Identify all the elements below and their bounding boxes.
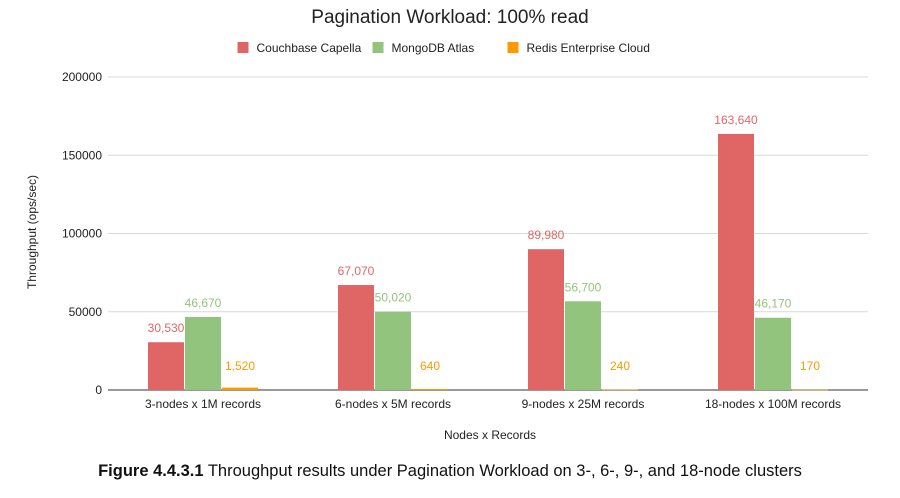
bar xyxy=(338,285,374,390)
bar xyxy=(412,388,448,390)
legend-swatch xyxy=(372,42,384,53)
y-tick-label: 50000 xyxy=(69,305,103,319)
legend-label: Couchbase Capella xyxy=(257,41,362,55)
bar xyxy=(755,317,791,390)
bar-data-label: 640 xyxy=(420,359,440,373)
bar-data-label: 1,520 xyxy=(225,359,255,373)
bar xyxy=(602,389,638,391)
bar-data-label: 50,020 xyxy=(375,291,412,305)
y-tick-label: 100000 xyxy=(62,227,102,241)
x-tick-label: 18-nodes x 100M records xyxy=(705,397,841,411)
bar-chart: Pagination Workload: 100% read Couchbase… xyxy=(25,7,868,442)
legend-swatch xyxy=(507,42,519,53)
bar-data-label: 46,670 xyxy=(185,296,222,310)
bar-data-label: 163,640 xyxy=(714,113,758,127)
bar xyxy=(792,389,828,391)
caption-label: Figure 4.4.3.1 xyxy=(98,462,204,480)
bar-data-label: 170 xyxy=(800,359,820,373)
bar xyxy=(565,301,601,390)
caption-text: Throughput results under Pagination Work… xyxy=(203,462,802,480)
bar xyxy=(528,249,564,390)
bar xyxy=(222,387,258,390)
y-axis-ticks: 0 50000 100000 150000 200000 xyxy=(62,70,102,397)
bar-data-label: 240 xyxy=(610,359,630,373)
bar xyxy=(185,316,221,390)
legend: Couchbase Capella MongoDB Atlas Redis Ente… xyxy=(237,41,650,55)
bar-data-label: 46,170 xyxy=(755,297,792,311)
bar xyxy=(718,133,754,391)
bars xyxy=(148,133,828,391)
y-tick-label: 200000 xyxy=(62,70,102,84)
bar-data-label: 30,530 xyxy=(148,321,185,335)
y-tick-label: 150000 xyxy=(62,148,102,162)
bar-data-label: 56,700 xyxy=(565,280,602,294)
x-tick-label: 9-nodes x 25M records xyxy=(522,397,645,411)
x-tick-label: 6-nodes x 5M records xyxy=(335,397,451,411)
y-axis-label: Throughput (ops/sec) xyxy=(25,175,39,289)
bar-data-label: 89,980 xyxy=(528,228,565,242)
chart-title: Pagination Workload: 100% read xyxy=(311,7,588,28)
legend-swatch xyxy=(237,42,249,53)
bar-data-label: 67,070 xyxy=(338,264,375,278)
x-axis-label: Nodes x Records xyxy=(444,428,536,442)
x-axis-ticks: 3-nodes x 1M records 6-nodes x 5M records… xyxy=(145,397,841,411)
bar xyxy=(375,311,411,390)
legend-label: MongoDB Atlas xyxy=(392,41,475,55)
x-tick-label: 3-nodes x 1M records xyxy=(145,397,261,411)
bar xyxy=(148,342,184,390)
y-tick-label: 0 xyxy=(95,383,102,397)
figure-caption: Figure 4.4.3.1 Throughput results under … xyxy=(0,462,900,481)
legend-label: Redis Enterprise Cloud xyxy=(527,41,650,55)
